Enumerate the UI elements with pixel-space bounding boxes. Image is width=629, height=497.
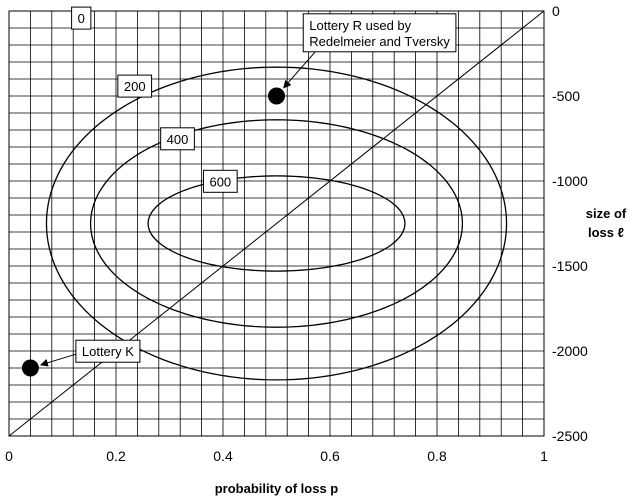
y-tick-label: -2000 — [552, 343, 588, 359]
callout-arrow — [39, 353, 77, 367]
contour-200 — [45, 66, 508, 381]
contour-label-0-box — [71, 6, 92, 30]
x-tick-label: 0 — [5, 448, 13, 464]
y-tick-label: -1500 — [552, 258, 588, 274]
callout-arrow — [283, 51, 316, 89]
plot-frame — [8, 10, 545, 437]
x-tick-label: 1 — [540, 448, 548, 464]
contour-label-0: 0 — [71, 6, 92, 30]
x-axis-title: probability of loss p — [215, 481, 339, 496]
y-tick-label: -2500 — [552, 428, 588, 444]
callout-lottery-k-box — [75, 339, 141, 363]
y-tick-label: -500 — [552, 88, 580, 104]
contour-label-400: 400 — [160, 127, 195, 151]
contour-label-200-box — [117, 74, 153, 98]
callout-lottery-r-text: Lottery R used by — [309, 18, 411, 33]
contour-label-400-box — [160, 127, 195, 151]
x-tick-label: 0.6 — [320, 448, 340, 464]
x-tick-label: 0.2 — [106, 448, 126, 464]
y-axis-title-line2: loss ℓ — [588, 225, 624, 240]
contour-labels: 0 200 400 600 — [71, 6, 238, 193]
callout-lottery-k-text: Lottery K — [82, 344, 134, 359]
contour-label-200: 200 — [117, 74, 153, 98]
callout-lottery-k: Lottery K — [75, 339, 141, 363]
contour-label-600-text: 600 — [209, 174, 231, 189]
x-axis-ticks: 0 0.2 0.4 0.6 0.8 1 — [5, 448, 548, 464]
contour-label-200-text: 200 — [124, 79, 146, 94]
contour-label-400-text: 400 — [167, 132, 189, 147]
point-lottery-k — [21, 359, 39, 377]
y-tick-label: -1000 — [552, 173, 588, 189]
y-axis-title-line1: size of — [586, 206, 627, 221]
y-axis-ticks: 0 -500 -1000 -1500 -2000 -2500 — [552, 3, 588, 444]
x-tick-label: 0.8 — [427, 448, 447, 464]
callout-lottery-r-text: Redelmeier and Tversky — [309, 34, 450, 49]
x-tick-label: 0.4 — [213, 448, 233, 464]
y-tick-label: 0 — [552, 3, 560, 19]
contour-label-600-box — [202, 169, 238, 193]
point-lottery-r — [268, 87, 285, 105]
diagonal-line — [8, 10, 545, 437]
contour-label-600: 600 — [202, 169, 238, 193]
callout-lottery-r-box — [302, 13, 457, 53]
contour-label-0-text: 0 — [78, 11, 85, 26]
